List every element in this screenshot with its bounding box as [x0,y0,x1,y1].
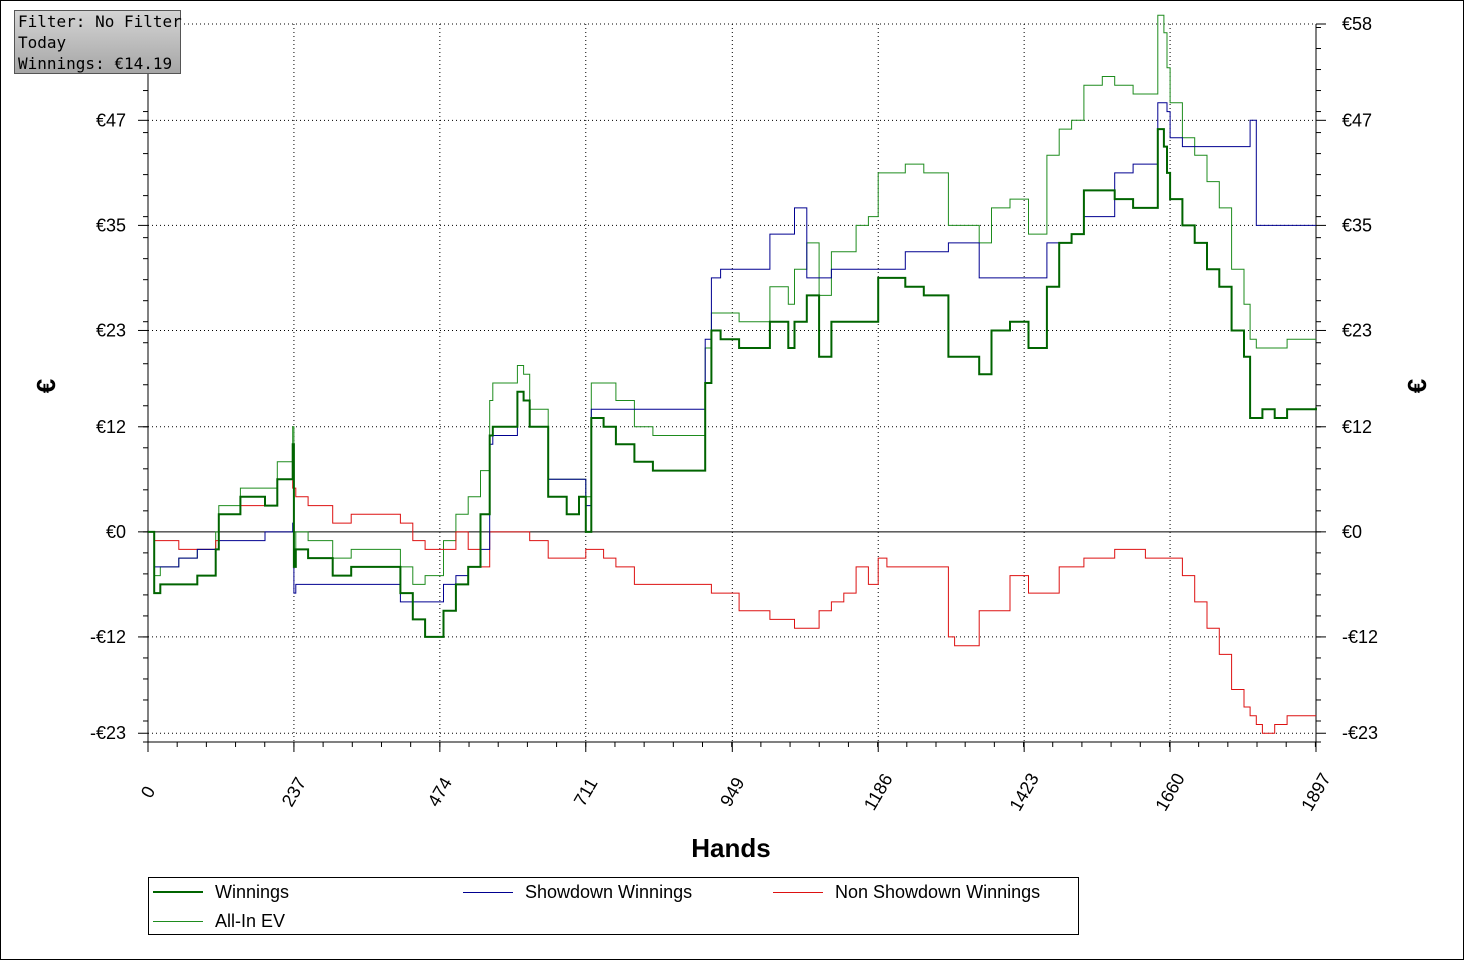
x-tick-label: 237 [278,774,310,810]
filter-label: Filter: No Filter [18,12,182,31]
x-tick-label: 474 [424,774,456,810]
y-tick-label-right: €23 [1342,320,1372,340]
y-tick-label-right: €58 [1342,14,1372,34]
y-tick-label-right: €0 [1342,522,1362,542]
y-tick-label-left: €47 [96,110,126,130]
y-tick-label-left: -€23 [90,723,126,743]
y-tick-label-left: €23 [96,320,126,340]
legend-item-all-in-ev: All-In EV [153,909,285,933]
y-tick-label-right: €35 [1342,215,1372,235]
x-tick-label: 1186 [860,770,897,814]
legend-swatch-all-in-ev [153,920,203,922]
y-tick-label-right: -€12 [1342,627,1378,647]
legend-swatch-showdown-winnings [463,891,513,893]
label-layer: -€23 -€23 -€12 -€12 €0 €0 €12 €12 €23 €23 €35 €35 €4… [90,14,1378,814]
y-tick-label-right: €12 [1342,417,1372,437]
y-tick-label-right: €47 [1342,110,1372,130]
x-tick-label: 1660 [1151,770,1188,815]
legend-item-winnings: Winnings [153,880,289,904]
y-tick-label-left: €12 [96,417,126,437]
x-tick-label: 1897 [1297,770,1334,815]
series-layer [148,14,1317,734]
x-axis-title: Hands [691,833,770,863]
legend-swatch-winnings [153,891,203,893]
non-showdown-winnings-line [148,478,1316,734]
legend-label-winnings: Winnings [215,881,290,902]
legend-item-non-showdown-winnings: Non Showdown Winnings [773,880,1040,904]
x-tick-label: 949 [716,774,748,810]
legend-swatch-non-showdown-winnings [773,891,823,893]
axis-layer [138,23,1326,752]
grid-layer [148,23,1316,742]
legend-label-showdown-winnings: Showdown Winnings [525,881,693,902]
y-tick-label-left: €0 [106,522,126,542]
legend-label-non-showdown-winnings: Non Showdown Winnings [835,881,1041,902]
chart-legend: Winnings Showdown Winnings Non Showdown … [148,877,1079,935]
all-in-ev-line [148,14,1316,585]
y-tick-label-right: -€23 [1342,723,1378,743]
y-axis-title-left: € [31,379,61,393]
date-range-label: Today [18,33,67,52]
x-tick-label: 0 [137,783,159,802]
x-tick-label: 1423 [1005,770,1042,815]
legend-label-all-in-ev: All-In EV [215,910,286,931]
filter-info-box: Filter: No Filter Today Winnings: €14.19 [14,10,182,74]
x-tick-label: 711 [570,775,602,810]
y-axis-title-right: € [1402,379,1432,393]
y-tick-label-left: €35 [96,215,126,235]
winnings-line [148,128,1317,638]
winnings-total-label: Winnings: €14.19 [18,54,173,73]
y-tick-label-left: -€12 [90,627,126,647]
legend-item-showdown-winnings: Showdown Winnings [463,880,692,904]
